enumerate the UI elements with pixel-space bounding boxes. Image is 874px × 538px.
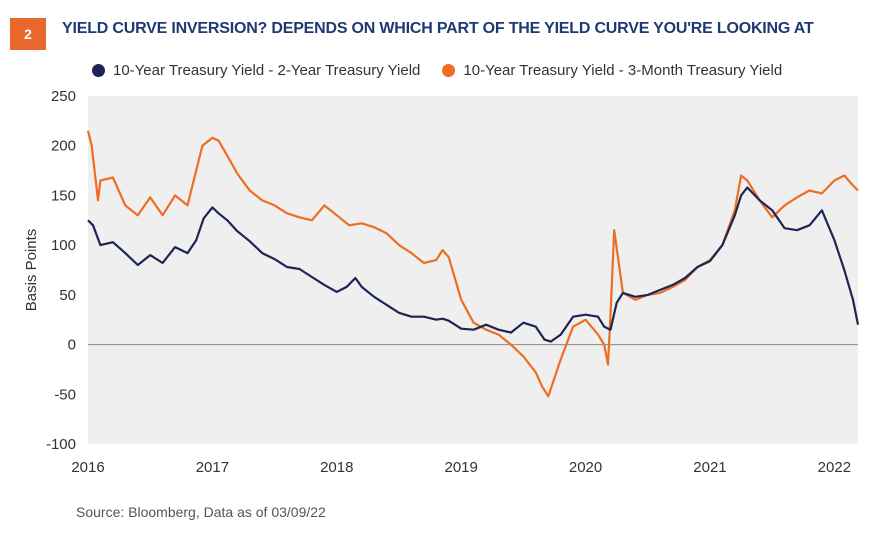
- legend-item-series-1: 10-Year Treasury Yield - 2-Year Treasury…: [92, 62, 420, 79]
- legend-marker-series-1: [92, 64, 105, 77]
- x-tick-label: 2019: [444, 459, 477, 476]
- y-tick-label: 100: [51, 237, 76, 254]
- chart-title: YIELD CURVE INVERSION? DEPENDS ON WHICH …: [62, 20, 814, 37]
- y-axis-label: Basis Points: [23, 229, 40, 312]
- y-tick-label: 50: [59, 287, 76, 304]
- y-tick-label: 200: [51, 138, 76, 155]
- series-lines: [86, 130, 860, 398]
- x-tick-label: 2022: [818, 459, 851, 476]
- figure-number-badge: 2: [10, 18, 46, 50]
- y-axis-ticks: 250 200 150 100 50 0 -50 -100: [46, 88, 76, 453]
- legend-label-series-1: 10-Year Treasury Yield - 2-Year Treasury…: [113, 62, 421, 79]
- x-axis-ticks: 2016 2017 2018 2019 2020 2021 2022: [71, 459, 851, 476]
- plot-area: [88, 96, 858, 444]
- legend-marker-series-2: [442, 64, 456, 77]
- x-tick-label: 2018: [320, 459, 353, 476]
- y-tick-label: -100: [46, 436, 76, 453]
- x-tick-label: 2016: [71, 459, 104, 476]
- y-tick-label: -50: [54, 386, 76, 403]
- source-note: Source: Bloomberg, Data as of 03/09/22: [76, 504, 326, 520]
- legend-label-series-2: 10-Year Treasury Yield - 3-Month Treasur…: [463, 62, 783, 79]
- legend-item-series-2: 10-Year Treasury Yield - 3-Month Treasur…: [442, 62, 782, 79]
- x-tick-label: 2021: [693, 459, 726, 476]
- y-tick-label: 0: [68, 337, 76, 354]
- chart-legend: 10-Year Treasury Yield - 2-Year Treasury…: [92, 62, 804, 79]
- series-line-10y-2y: [87, 186, 860, 343]
- x-tick-label: 2020: [569, 459, 602, 476]
- x-tick-label: 2017: [196, 459, 229, 476]
- y-tick-label: 150: [51, 187, 76, 204]
- y-tick-label: 250: [51, 88, 76, 105]
